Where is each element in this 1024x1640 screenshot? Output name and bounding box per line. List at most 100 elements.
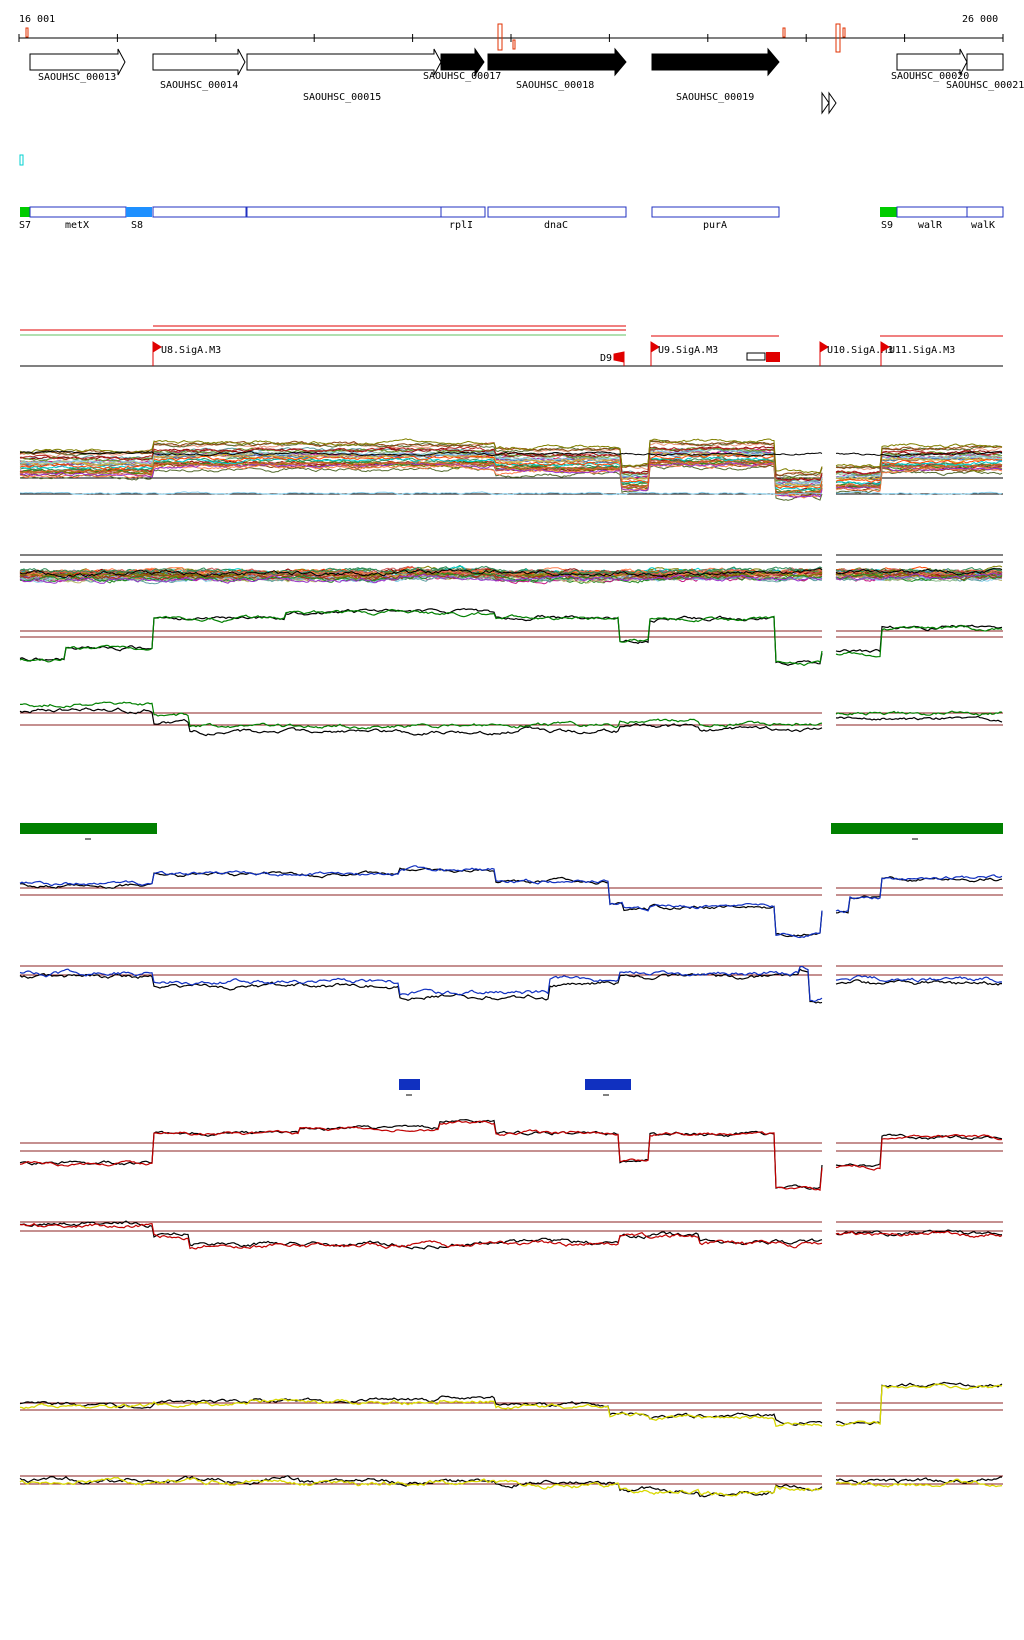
- signal-line: [19, 1475, 823, 1498]
- signal-line: [836, 445, 1003, 469]
- terminator-marker[interactable]: [746, 352, 780, 362]
- annotation-track: S7 metX S8 rplI dnaC purA S9 walR walK: [19, 206, 1004, 231]
- signal-line: [19, 440, 823, 477]
- signal-line: [19, 565, 823, 576]
- signal-line: [19, 865, 823, 939]
- annotation-box[interactable]: [246, 206, 442, 218]
- cyan-marker: [19, 154, 24, 166]
- gene-arrow[interactable]: SAOUHSC_00013: [29, 48, 126, 83]
- signal-line: [835, 445, 1003, 470]
- annotation-box[interactable]: [896, 206, 968, 218]
- signal-line: [835, 567, 1003, 576]
- signal-line: [19, 608, 823, 667]
- annotation-box[interactable]: [440, 206, 486, 218]
- promoter-flag[interactable]: U8.SigA.M3: [152, 341, 221, 366]
- gene-arrow[interactable]: SAOUHSC_00019: [651, 47, 780, 103]
- signal-line: [835, 1478, 1003, 1488]
- promoter-label: U11.SigA.M3: [889, 345, 955, 356]
- promoter-label: U10.SigA.M3: [827, 345, 893, 356]
- signal-line: [835, 715, 1003, 723]
- signal-line: [835, 974, 1003, 984]
- signal-line: [835, 1229, 1003, 1237]
- annotation-label: metX: [65, 220, 89, 231]
- promoter-label: U8.SigA.M3: [161, 345, 221, 356]
- signal-line: [19, 707, 823, 737]
- promoter-flag[interactable]: U10.SigA.M3: [819, 341, 893, 366]
- signal-line: [19, 450, 823, 457]
- signal-line: [835, 443, 1002, 468]
- ruler-red-marks: [25, 23, 846, 53]
- signal-line: [19, 867, 823, 938]
- green-feature-bar[interactable]: [831, 823, 1003, 834]
- annotation-box[interactable]: [966, 206, 1004, 218]
- signal-line: [835, 451, 1003, 458]
- gene-arrow[interactable]: SAOUHSC_00017: [423, 47, 501, 82]
- annotation-label: S7: [19, 220, 31, 231]
- signal-line: [835, 1383, 1003, 1427]
- gene-label: SAOUHSC_00018: [516, 80, 594, 91]
- signal-line: [835, 569, 1003, 579]
- signal-line: [835, 464, 1003, 489]
- annotation-box[interactable]: [880, 207, 897, 217]
- blue-feature-bar[interactable]: [585, 1079, 631, 1090]
- gene-label: SAOUHSC_00021: [946, 80, 1024, 91]
- signal-line: [835, 458, 1003, 483]
- signal-line: [835, 467, 1002, 489]
- promoter-label: U9.SigA.M3: [658, 345, 718, 356]
- green-feature-bar[interactable]: [20, 823, 157, 834]
- annotation-box[interactable]: [29, 206, 127, 218]
- signal-line: [19, 1476, 823, 1497]
- signal-line: [19, 1220, 823, 1250]
- gene-label: SAOUHSC_00017: [423, 71, 501, 82]
- gene-arrow[interactable]: SAOUHSC_00015: [246, 48, 442, 103]
- ruler-end-label: 26 000: [962, 14, 998, 25]
- gene-arrow[interactable]: SAOUHSC_00020: [891, 48, 969, 82]
- signal-line: [835, 874, 1003, 914]
- signal-line: [19, 573, 823, 584]
- feature-bars: [20, 823, 1003, 1096]
- promoter-flag[interactable]: U11.SigA.M3: [880, 341, 955, 366]
- signal-line: [19, 458, 823, 494]
- gene-arrow[interactable]: SAOUHSC_00021: [946, 53, 1024, 91]
- annotation-box[interactable]: [651, 206, 780, 218]
- gene-label: SAOUHSC_00014: [160, 80, 238, 91]
- annotation-label: S8: [131, 220, 143, 231]
- ruler-start-label: 16 001: [19, 14, 55, 25]
- signal-line: [835, 490, 1003, 496]
- annotation-box[interactable]: [20, 207, 30, 217]
- coordinate-ruler: 16 001 26 000: [18, 14, 1004, 53]
- signal-line: [835, 979, 1003, 986]
- signal-line: [19, 491, 822, 496]
- signal-line: [19, 461, 823, 498]
- signal-line: [19, 1395, 823, 1426]
- signal-line: [20, 701, 823, 730]
- annotation-label: S9: [881, 220, 893, 231]
- annotation-label: rplI: [449, 220, 473, 231]
- gene-arrow[interactable]: SAOUHSC_00014: [152, 48, 246, 91]
- signal-line: [835, 454, 1003, 478]
- signal-line: [835, 572, 1003, 581]
- signal-line: [19, 572, 823, 584]
- annotation-label: walK: [971, 220, 995, 231]
- signal-line: [19, 438, 823, 474]
- annotation-label: walR: [918, 220, 943, 231]
- promoter-flag[interactable]: U9.SigA.M3: [650, 341, 718, 366]
- blue-feature-bar[interactable]: [399, 1079, 420, 1090]
- signal-line: [835, 1230, 1003, 1238]
- promoter-track: U8.SigA.M3 D9 U9.SigA.M3 U10.SigA.M3 U11…: [20, 325, 1003, 367]
- signal-line: [836, 460, 1003, 485]
- signal-line: [835, 710, 1003, 717]
- signal-line: [19, 1120, 823, 1191]
- annotation-box[interactable]: [152, 206, 247, 218]
- ruler-ticks: [18, 34, 1004, 42]
- gene-arrow[interactable]: SAOUHSC_00018: [487, 47, 627, 91]
- signal-line: [835, 1133, 1003, 1168]
- annotation-box[interactable]: [126, 207, 152, 217]
- promoter-flag[interactable]: D9: [600, 351, 625, 366]
- signal-line: [835, 876, 1003, 914]
- gene-label: SAOUHSC_00015: [303, 92, 381, 103]
- annotation-box[interactable]: [487, 206, 627, 218]
- gene-label: SAOUHSC_00020: [891, 71, 969, 82]
- signal-line: [19, 447, 823, 485]
